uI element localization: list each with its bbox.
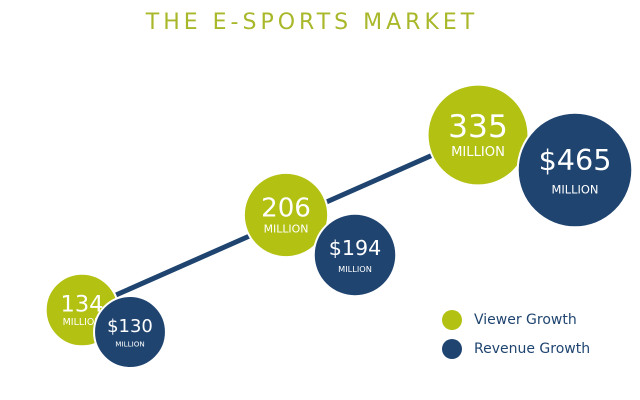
unit-label: MILLION xyxy=(264,223,309,236)
legend-label: Revenue Growth xyxy=(474,341,590,357)
value-label: 335 xyxy=(448,109,508,145)
unit-label: MILLION xyxy=(451,145,505,160)
bubble xyxy=(242,171,330,259)
value-label: 206 xyxy=(261,194,311,224)
unit-label: MILLION xyxy=(115,340,144,349)
unit-label: MILLION xyxy=(552,183,599,197)
legend-swatch xyxy=(442,339,462,359)
unit-label: MILLION xyxy=(338,264,372,274)
unit-label: MILLION xyxy=(63,317,102,328)
bubble xyxy=(312,212,398,298)
bubble xyxy=(516,111,634,229)
bubble xyxy=(93,295,167,369)
legend-swatch xyxy=(442,310,462,330)
chart-title: THE E-SPORTS MARKET xyxy=(145,10,478,35)
value-label: $130 xyxy=(107,316,153,337)
value-label: $194 xyxy=(329,236,381,260)
value-label: 134 xyxy=(61,291,104,317)
value-label: $465 xyxy=(539,143,612,177)
legend-label: Viewer Growth xyxy=(474,312,577,328)
